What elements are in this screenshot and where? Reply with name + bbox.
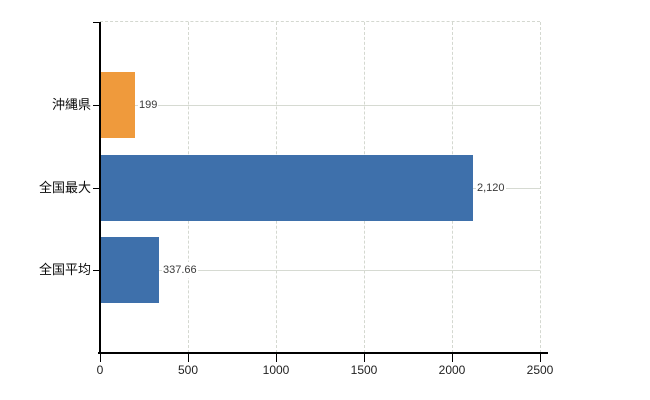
x-tick [188,354,189,362]
y-tick [93,188,99,189]
y-tick [93,105,99,106]
x-tick [100,354,101,362]
y-tick [93,22,99,23]
x-tick [452,354,453,362]
plot-top-border [100,21,540,22]
bar-value-label: 337.66 [162,262,198,278]
h-gridline [100,105,540,106]
h-gridline [100,270,540,271]
x-tick-label: 2500 [526,363,554,377]
bar-value-label: 2,120 [476,180,506,196]
x-tick-label: 500 [177,363,199,377]
bar-value-label: 199 [138,97,159,113]
category-label: 全国平均 [38,262,91,277]
x-axis-line [98,352,548,354]
x-tick-label: 0 [96,363,104,377]
x-tick-label: 1000 [262,363,290,377]
y-tick [93,270,99,271]
x-tick [276,354,277,362]
category-label: 沖縄県 [51,97,91,112]
v-gridline [540,22,541,353]
y-axis-line [99,22,101,354]
x-tick [540,354,541,362]
bar [100,237,159,303]
bar [100,72,135,138]
x-tick-label: 1500 [350,363,378,377]
bar [100,155,473,221]
x-tick-label: 2000 [438,363,466,377]
x-tick [364,354,365,362]
category-label: 全国最大 [38,180,91,195]
